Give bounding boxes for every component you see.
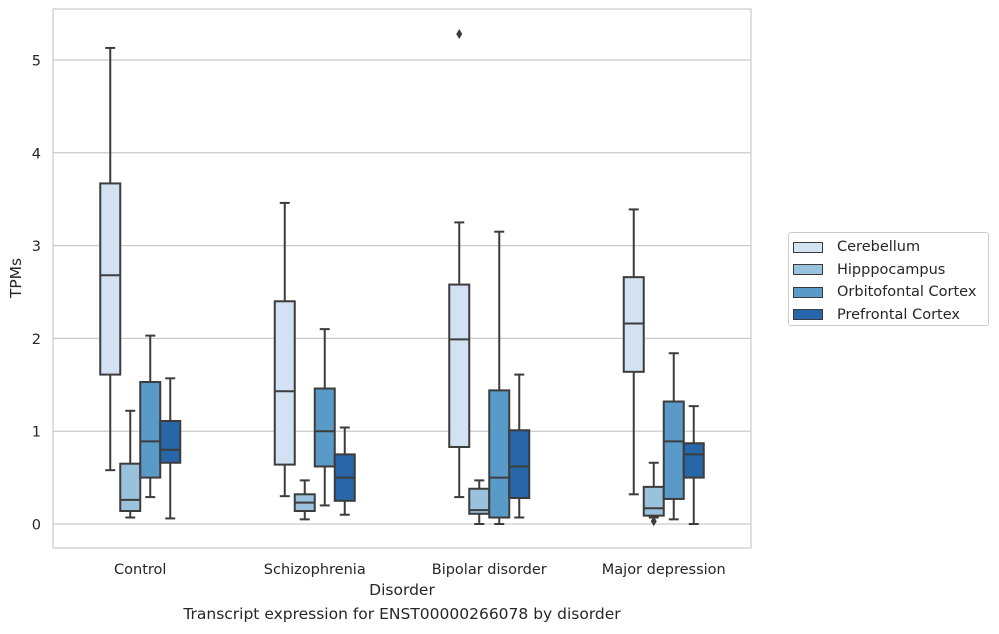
- box-iqr: [662, 400, 685, 500]
- box-prefrontal-cortex: [333, 426, 356, 516]
- outlier-point: [456, 29, 463, 40]
- legend-label: Orbitofontal Cortex: [837, 284, 977, 301]
- x-tick-label: Major depression: [602, 562, 726, 578]
- x-axis-label: Disorder: [369, 581, 435, 599]
- box-orbitofontal-cortex: [662, 352, 685, 521]
- box-hipppocampus: [119, 409, 142, 519]
- box-prefrontal-cortex: [159, 377, 182, 520]
- box-hipppocampus: [468, 479, 491, 525]
- box-iqr: [273, 300, 296, 466]
- legend-swatch-hipppocampus: [793, 264, 823, 276]
- box-iqr: [448, 283, 471, 448]
- box-prefrontal-cortex: [508, 373, 531, 519]
- box-hipppocampus: [293, 479, 316, 521]
- y-tick-label: 0: [32, 518, 41, 534]
- legend-label: Cerebellum: [837, 239, 921, 256]
- box-orbitofontal-cortex: [139, 334, 162, 499]
- legend-item-prefrontal-cortex: Prefrontal Cortex: [793, 304, 988, 327]
- outlier-point: [650, 516, 657, 527]
- legend-swatch-orbitofontal-cortex: [793, 286, 823, 298]
- legend-item-orbitofontal-cortex: Orbitofontal Cortex: [793, 281, 988, 304]
- box-hipppocampus: [642, 461, 665, 527]
- y-tick-label: 4: [32, 146, 41, 162]
- chart-caption: Transcript expression for ENST0000026607…: [183, 605, 621, 623]
- box-iqr: [642, 485, 665, 517]
- x-tick-label: Schizophrenia: [264, 562, 366, 578]
- x-tick-labels: Control Schizophrenia Bipolar disorder Majo…: [114, 562, 726, 578]
- y-axis-label: TPMs: [7, 258, 25, 299]
- box-orbitofontal-cortex: [313, 328, 336, 507]
- box-iqr: [313, 387, 336, 468]
- y-tick-label: 2: [32, 332, 41, 348]
- box-iqr: [159, 419, 182, 464]
- box-iqr: [119, 462, 142, 513]
- box-series: [99, 29, 705, 527]
- box-cerebellum: [273, 201, 296, 498]
- box-prefrontal-cortex: [682, 405, 705, 525]
- legend-item-cerebellum: Cerebellum: [793, 236, 988, 259]
- x-tick-label: Control: [114, 562, 166, 578]
- box-iqr: [682, 442, 705, 479]
- box-cerebellum: [448, 29, 471, 499]
- box-iqr: [99, 182, 122, 376]
- box-cerebellum: [99, 46, 122, 472]
- y-tick-label: 3: [32, 239, 41, 255]
- box-cerebellum: [622, 208, 645, 496]
- y-tick-label: 5: [32, 54, 41, 70]
- box-iqr: [488, 389, 511, 519]
- legend-item-hipppocampus: Hipppocampus: [793, 259, 988, 282]
- x-tick-label: Bipolar disorder: [432, 562, 547, 578]
- y-tick-labels: 0 1 2 3 4 5: [32, 54, 41, 534]
- legend-swatch-prefrontal-cortex: [793, 309, 823, 321]
- legend-swatch-cerebellum: [793, 241, 823, 253]
- box-iqr: [508, 429, 531, 500]
- y-tick-label: 1: [32, 425, 41, 441]
- legend: Cerebellum Hipppocampus Orbitofontal Cor…: [788, 232, 989, 326]
- legend-label: Prefrontal Cortex: [837, 306, 960, 323]
- box-iqr: [139, 381, 162, 479]
- legend-label: Hipppocampus: [837, 261, 946, 278]
